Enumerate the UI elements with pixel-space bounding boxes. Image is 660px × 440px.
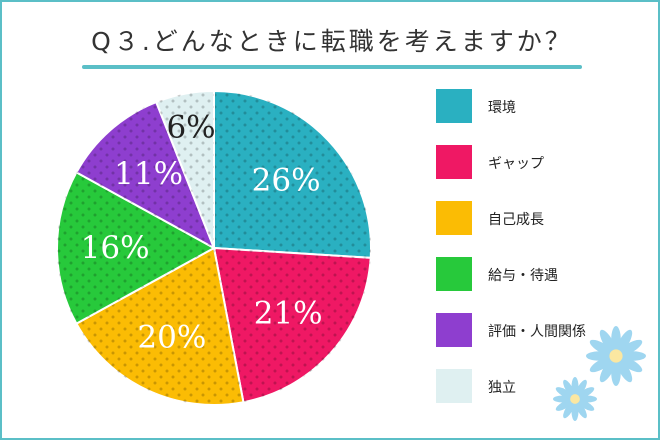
legend-swatch [436, 89, 472, 123]
flower-icon-small [553, 377, 597, 421]
chart-title: Q３.どんなときに転職を考えますか？ [91, 27, 573, 56]
legend-item-2: ギャップ [436, 143, 636, 183]
legend-label: 環境 [488, 100, 516, 116]
title-underline [82, 65, 582, 69]
pie-slice-4 [56, 171, 217, 325]
legend-item-6: 独立 [436, 367, 636, 407]
flower-icon-large [586, 326, 646, 386]
legend-item-3: 自己成長 [436, 199, 636, 239]
legend-label: 自己成長 [488, 212, 544, 228]
pie-slice-1 [213, 89, 372, 259]
legend-item-1: 環境 [436, 87, 636, 127]
legend-swatch [436, 201, 472, 235]
slice-label-4: 16% [81, 230, 150, 266]
slice-label-2: 21% [254, 295, 323, 331]
pie-slice-5 [75, 100, 216, 251]
legend-swatch [436, 369, 472, 403]
pie-slice-2 [212, 246, 372, 404]
pie-slice-6 [154, 89, 215, 249]
legend-label: 評価・人間関係 [488, 324, 586, 340]
legend-swatch [436, 313, 472, 347]
legend-item-4: 給与・待遇 [436, 255, 636, 295]
legend-swatch [436, 145, 472, 179]
legend-label: 給与・待遇 [488, 268, 558, 284]
slice-label-1: 26% [252, 162, 321, 198]
pie-slice-3 [75, 246, 245, 406]
legend-label: 独立 [488, 380, 516, 396]
slice-label-6: 6% [166, 110, 215, 146]
legend-label: ギャップ [488, 156, 544, 172]
slice-label-5: 11% [114, 156, 183, 192]
slice-label-3: 20% [137, 319, 206, 355]
legend-swatch [436, 257, 472, 291]
legend-item-5: 評価・人間関係 [436, 311, 636, 351]
